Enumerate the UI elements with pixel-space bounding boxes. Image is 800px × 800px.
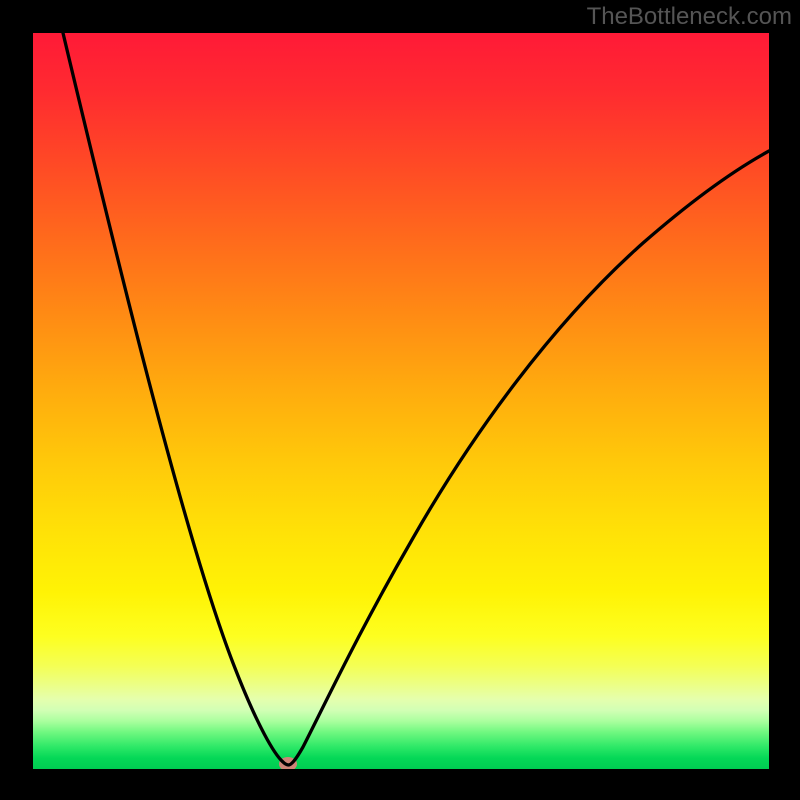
watermark-text: TheBottleneck.com xyxy=(587,3,792,31)
chart-svg xyxy=(33,33,769,769)
plot-area xyxy=(33,33,769,769)
gradient-background xyxy=(33,33,769,769)
